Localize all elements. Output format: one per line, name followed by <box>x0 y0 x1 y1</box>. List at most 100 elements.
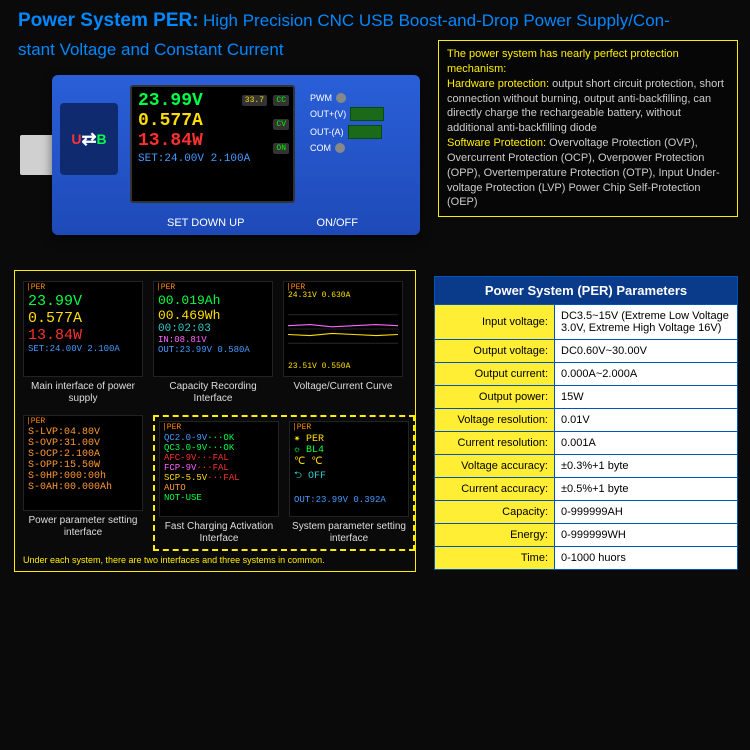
table-row: Time:0-1000 huors <box>435 547 738 570</box>
screens-grid: |PER 23.99V 0.577A 13.84W SET:24.00V 2.1… <box>14 270 416 572</box>
s5-qc20: QC2.0-9V <box>164 433 207 443</box>
table-row: Energy:0-999999WH <box>435 524 738 547</box>
pin-pwm: PWM <box>310 93 332 103</box>
hw-label: Hardware protection: <box>447 78 549 90</box>
s5-afc: AFC-9V <box>164 453 196 463</box>
s5-qc30-ok: ···OK <box>207 443 234 453</box>
parameters-table: Power System (PER) Parameters Input volt… <box>434 276 738 570</box>
device-pins: PWM OUT+(V) OUT-(A) COM <box>310 93 410 157</box>
param-key: Capacity: <box>435 501 555 524</box>
param-key: Energy: <box>435 524 555 547</box>
s5-afc-fal: ···FAL <box>196 453 228 463</box>
s3-bottom: 23.51V 0.550A <box>288 362 398 371</box>
table-row: Capacity:0-999999AH <box>435 501 738 524</box>
pin-com: COM <box>310 143 331 153</box>
terminal-icon <box>350 107 384 121</box>
s6-bl4: ☼ BL4 <box>294 445 404 456</box>
usb-plug <box>20 135 52 175</box>
device-label-on: ON/OFF <box>316 217 358 229</box>
fast-charge-group: |PER QC2.0-9V···OK QC3.0-9V···OK AFC-9V·… <box>153 415 415 551</box>
param-value: 0.001A <box>555 432 738 455</box>
param-key: Voltage resolution: <box>435 409 555 432</box>
s5-fcp: FCP-9V <box>164 463 196 473</box>
usb-b: B <box>97 131 107 147</box>
screen-main: |PER 23.99V 0.577A 13.84W SET:24.00V 2.1… <box>23 281 143 405</box>
device-amps: 0.577A <box>138 111 287 131</box>
s6-temp: ℃ ℃ <box>294 456 404 468</box>
s4-opp: S-OPP:15.50W <box>28 460 138 471</box>
device-screen: 33.7 CC 23.99V CV 0.577A ON 13.84W SET:2… <box>130 85 295 203</box>
s5-fcp-fal: ···FAL <box>196 463 228 473</box>
s1-caption: Main interface of power supply <box>23 381 143 405</box>
param-key: Time: <box>435 547 555 570</box>
s1-watts: 13.84W <box>28 327 138 344</box>
param-value: 0-999999WH <box>555 524 738 547</box>
param-value: 0.000A~2.000A <box>555 363 738 386</box>
s3-caption: Voltage/Current Curve <box>283 381 403 405</box>
cv-badge: CV <box>273 119 289 130</box>
param-value: 0-999999AH <box>555 501 738 524</box>
s5-qc30: QC3.0-9V <box>164 443 207 453</box>
s4-ovp: S-OVP:31.00V <box>28 438 138 449</box>
s6-off: ⮌ OFF <box>294 468 404 485</box>
param-value: DC3.5~15V (Extreme Low Voltage 3.0V, Ext… <box>555 305 738 340</box>
param-key: Current resolution: <box>435 432 555 455</box>
pin-outv: OUT+(V) <box>310 109 346 119</box>
param-key: Output current: <box>435 363 555 386</box>
s5-notuse: NOT-USE <box>164 493 274 503</box>
s4-ocp: S-OCP:2.100A <box>28 449 138 460</box>
screens-footnote: Under each system, there are two interfa… <box>23 555 407 565</box>
curve-chart <box>288 300 398 358</box>
param-key: Input voltage: <box>435 305 555 340</box>
table-row: Output power:15W <box>435 386 738 409</box>
param-value: DC0.60V~30.00V <box>555 340 738 363</box>
param-value: 15W <box>555 386 738 409</box>
temp-badge: 33.7 <box>242 95 267 106</box>
table-row: Input voltage:DC3.5~15V (Extreme Low Vol… <box>435 305 738 340</box>
screw-icon <box>335 143 345 153</box>
usb-u: U <box>71 131 81 147</box>
param-value: 0-1000 huors <box>555 547 738 570</box>
screen-capacity: |PER 00.019Ah 00.469Wh 00:02:03 IN:08.81… <box>153 281 273 405</box>
s5-caption: Fast Charging Activation Interface <box>159 521 279 545</box>
s4-0ah: S-0AH:00.000Ah <box>28 482 138 493</box>
s2-out: OUT:23.99V 0.580A <box>158 345 268 355</box>
usb-arrows-icon: ⇄ <box>81 129 96 150</box>
param-header: Power System (PER) Parameters <box>435 277 738 305</box>
s2-ah: 00.019Ah <box>158 293 268 308</box>
s6-out: OUT:23.99V 0.392A <box>294 495 404 505</box>
table-row: Output voltage:DC0.60V~30.00V <box>435 340 738 363</box>
title-row: Power System PER: High Precision CNC USB… <box>0 0 750 32</box>
on-badge: ON <box>273 143 289 154</box>
s1-set: SET:24.00V 2.100A <box>28 344 138 354</box>
screw-icon <box>336 93 346 103</box>
s5-qc20-ok: ···OK <box>207 433 234 443</box>
device-label-set: SET DOWN UP <box>167 217 244 229</box>
protection-header: The power system has nearly perfect prot… <box>447 47 729 77</box>
s2-caption: Capacity Recording Interface <box>153 381 273 405</box>
s3-top: 24.31V 0.630A <box>288 291 398 300</box>
table-row: Current accuracy:±0.5%+1 byte <box>435 478 738 501</box>
s4-lvp: S-LVP:04.80V <box>28 427 138 438</box>
param-key: Voltage accuracy: <box>435 455 555 478</box>
s4-0hp: S-0HP:000:00h <box>28 471 138 482</box>
s4-caption: Power parameter setting interface <box>23 515 143 539</box>
terminal-icon <box>348 125 382 139</box>
s1-amps: 0.577A <box>28 310 138 327</box>
screen-sysparams: |PER ✷ PER ☼ BL4 ℃ ℃ ⮌ OFF OUT:23.99V 0.… <box>289 421 409 545</box>
screen-curve: |PER 24.31V 0.630A 23.51V 0.550A Voltage… <box>283 281 403 405</box>
param-key: Current accuracy: <box>435 478 555 501</box>
screen-power-params: |PER S-LVP:04.80V S-OVP:31.00V S-OCP:2.1… <box>23 415 143 551</box>
protection-box: The power system has nearly perfect prot… <box>438 40 738 217</box>
per-tag-icon: |PER <box>156 283 175 292</box>
s5-scp: SCP-5.5V <box>164 473 207 483</box>
param-value: 0.01V <box>555 409 738 432</box>
pin-outa: OUT-(A) <box>310 127 344 137</box>
cc-badge: CC <box>273 95 289 106</box>
sw-label: Software Protection: <box>447 137 546 149</box>
s1-volts: 23.99V <box>28 293 138 310</box>
table-row: Output current:0.000A~2.000A <box>435 363 738 386</box>
s5-auto: AUTO <box>164 483 274 493</box>
per-tag-icon: |PER <box>162 423 181 432</box>
param-value: ±0.5%+1 byte <box>555 478 738 501</box>
